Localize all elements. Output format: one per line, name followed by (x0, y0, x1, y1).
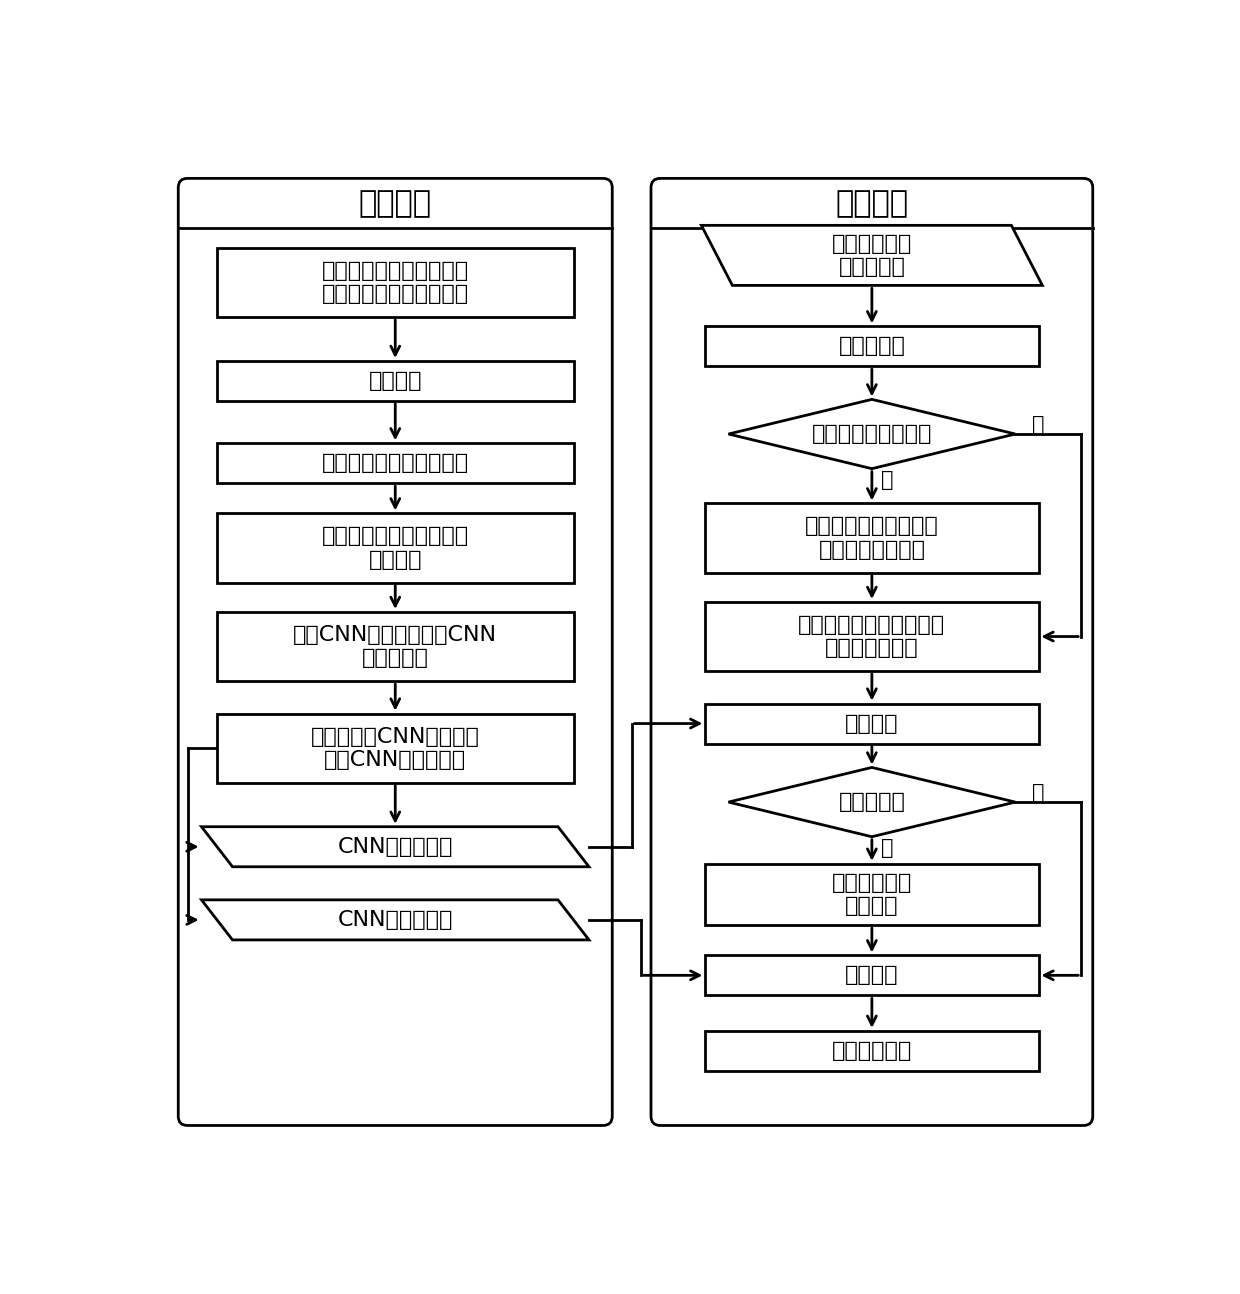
Bar (706, 955, 1039, 995)
Polygon shape (201, 827, 589, 867)
Bar (706, 503, 1039, 573)
Text: 构建CNN二分类模型和CNN
多分类模型: 构建CNN二分类模型和CNN 多分类模型 (293, 625, 497, 668)
Text: 在线检测: 在线检测 (836, 189, 909, 217)
Text: 是拼装电池板图像？: 是拼装电池板图像？ (812, 424, 932, 444)
Polygon shape (729, 400, 1016, 468)
Text: 缺陷分类: 缺陷分类 (846, 965, 899, 985)
Bar (706, 704, 1039, 744)
FancyBboxPatch shape (179, 179, 613, 1126)
Text: 是: 是 (882, 839, 894, 858)
FancyBboxPatch shape (651, 179, 1092, 1126)
Bar (706, 602, 1039, 672)
Bar (706, 863, 1039, 925)
Polygon shape (729, 767, 1016, 837)
Text: 否: 否 (1032, 783, 1045, 802)
Text: 存在缺陷？: 存在缺陷？ (838, 792, 905, 813)
Bar (217, 713, 573, 783)
Text: 缺陷检测: 缺陷检测 (846, 713, 899, 734)
Polygon shape (201, 899, 589, 939)
Text: 存在缺陷的电
池板图像: 存在缺陷的电 池板图像 (832, 873, 911, 916)
Polygon shape (702, 225, 1043, 286)
Bar (217, 514, 573, 582)
Bar (217, 612, 573, 681)
Text: 生成二分类数据集和多分
类数据集: 生成二分类数据集和多分 类数据集 (321, 527, 469, 569)
Bar (217, 247, 573, 317)
Text: 输出检测结果: 输出检测结果 (832, 1040, 911, 1061)
Bar (217, 444, 573, 483)
Text: 离线训练: 离线训练 (358, 189, 432, 217)
Text: 待识别太阳能
电池板图像: 待识别太阳能 电池板图像 (832, 234, 911, 277)
Bar (706, 1031, 1039, 1071)
Text: 否: 否 (1032, 415, 1045, 435)
Bar (217, 361, 573, 401)
Text: 数据平衡: 数据平衡 (368, 371, 422, 391)
Bar (706, 326, 1039, 366)
Text: 收集太阳能电池板各类缺
陷图像与合格图像并分类: 收集太阳能电池板各类缺 陷图像与合格图像并分类 (321, 260, 469, 304)
Text: 训练并保存CNN二分类模
型和CNN多分类模型: 训练并保存CNN二分类模 型和CNN多分类模型 (311, 726, 480, 770)
Text: 拆分成多个小电池板图
像，并记录其位置: 拆分成多个小电池板图 像，并记录其位置 (805, 516, 939, 559)
Text: 转为预设尺寸的灰度图像: 转为预设尺寸的灰度图像 (321, 453, 469, 474)
Text: CNN多分类模型: CNN多分类模型 (337, 910, 453, 930)
Text: 转为预设尺寸的灰度图像
并做归一化处理: 转为预设尺寸的灰度图像 并做归一化处理 (799, 615, 945, 659)
Text: 图像预处理: 图像预处理 (838, 336, 905, 356)
Text: 是: 是 (882, 470, 894, 490)
Text: CNN二分类模型: CNN二分类模型 (337, 837, 453, 857)
